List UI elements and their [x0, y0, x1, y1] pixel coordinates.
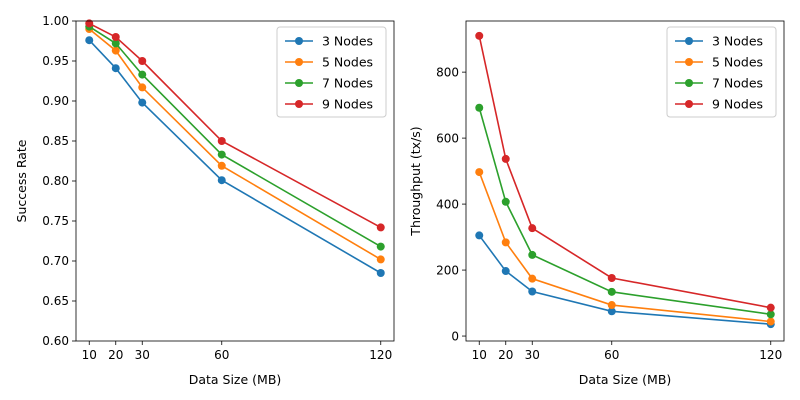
x-axis-label: Data Size (MB) — [189, 372, 282, 387]
throughput-series-0-point — [475, 231, 484, 240]
success-series-1-point — [111, 46, 120, 55]
success-rate-plot: 0.60 0.65 0.70 0.75 0.80 0.85 0.90 0.95 1.00 10 20… — [14, 14, 395, 387]
y-tick-label: 0.90 — [42, 94, 69, 108]
legend-marker — [685, 37, 693, 45]
legend: 3 Nodes 5 Nodes 7 Nodes 9 Nodes — [666, 26, 777, 118]
success-series-2-point — [217, 150, 226, 159]
success-series-1-point — [217, 161, 226, 170]
y-tick-label: 400 — [436, 197, 459, 211]
throughput-plot: 0 200 400 600 800 10 20 30 60 120 Data Size (MB) Th… — [408, 20, 785, 387]
y-tick-label: 200 — [436, 263, 459, 277]
x-tick-label: 20 — [498, 348, 513, 362]
x-tick-label: 20 — [108, 348, 123, 362]
success-series-1-point — [376, 255, 385, 264]
legend-box — [276, 26, 387, 118]
legend-marker — [295, 79, 303, 87]
throughput-series-2-point — [607, 287, 616, 296]
throughput-series-2-point — [766, 310, 775, 319]
legend-label: 5 Nodes — [322, 55, 373, 70]
y-tick-label: 0.80 — [42, 174, 69, 188]
throughput-series-0-point — [528, 287, 537, 296]
y-tick-label: 800 — [436, 65, 459, 79]
throughput-series-3-point — [501, 154, 510, 163]
legend-label: 5 Nodes — [712, 55, 763, 70]
success-series-0-point — [217, 176, 226, 185]
throughput-series-3-point — [475, 31, 484, 40]
x-tick-label: 60 — [604, 348, 619, 362]
x-tick-label: 10 — [472, 348, 487, 362]
axes-frame — [75, 20, 395, 342]
success-series-2-point — [138, 70, 147, 79]
legend-label: 3 Nodes — [322, 34, 373, 49]
x-tick-label: 120 — [759, 348, 782, 362]
x-tick-label: 30 — [135, 348, 150, 362]
legend-box — [666, 26, 777, 118]
success-series-3-point — [138, 57, 147, 65]
x-tick-label: 10 — [82, 348, 97, 362]
legend-label: 7 Nodes — [322, 76, 373, 91]
x-tick-label: 60 — [214, 348, 229, 362]
y-tick-label: 0.95 — [42, 54, 69, 68]
legend-label: 3 Nodes — [712, 34, 763, 49]
y-tick-label: 0.70 — [42, 254, 69, 268]
success-series-0-point — [138, 98, 147, 107]
throughput-series-1-point — [528, 274, 537, 283]
y-tick-label: 0 — [451, 329, 459, 343]
throughput-series-1-point — [501, 238, 510, 247]
y-axis-label: Success Rate — [14, 139, 29, 222]
throughput-series-2-point — [501, 197, 510, 206]
y-axis-label: Throughput (tx/s) — [408, 126, 423, 236]
success-series-3-point — [376, 223, 385, 232]
legend-marker — [295, 58, 303, 66]
throughput-series-1-point — [607, 301, 616, 310]
throughput-series-1-point — [766, 317, 775, 326]
y-tick-label: 0.85 — [42, 134, 69, 148]
throughput-series-2-point — [528, 250, 537, 259]
legend-marker — [295, 100, 303, 108]
y-tick-label: 0.65 — [42, 294, 69, 308]
y-tick-label: 0.75 — [42, 214, 69, 228]
legend-label: 9 Nodes — [322, 97, 373, 112]
legend-marker — [685, 58, 693, 66]
y-tick-label: 0.60 — [42, 334, 69, 348]
axes-frame — [465, 20, 785, 342]
throughput-series-0-point — [607, 307, 616, 316]
success-series-0-point — [376, 269, 385, 277]
throughput-series-line-2 — [478, 107, 771, 316]
success-series-2-point — [111, 39, 120, 48]
legend: 3 Nodes 5 Nodes 7 Nodes 9 Nodes — [276, 26, 387, 118]
throughput-series-3-point — [528, 224, 537, 233]
legend-marker — [685, 79, 693, 87]
success-series-2-point — [376, 242, 385, 251]
legend-label: 7 Nodes — [712, 76, 763, 91]
throughput-series-2-point — [475, 103, 484, 112]
success-series-3-point — [217, 137, 226, 145]
x-axis-label: Data Size (MB) — [579, 372, 672, 387]
legend-marker — [685, 100, 693, 108]
success-series-0-point — [111, 64, 120, 73]
y-tick-label: 600 — [436, 131, 459, 145]
y-tick-label: 1.00 — [42, 14, 69, 28]
throughput-series-1-point — [475, 168, 484, 177]
legend-label: 9 Nodes — [712, 97, 763, 112]
throughput-series-0-point — [501, 267, 510, 276]
x-tick-label: 120 — [369, 348, 392, 362]
x-tick-label: 30 — [525, 348, 540, 362]
throughput-series-3-point — [766, 303, 775, 312]
success-series-0-point — [85, 36, 94, 45]
throughput-series-3-point — [607, 273, 616, 282]
legend-marker — [295, 37, 303, 45]
success-series-1-point — [138, 83, 147, 92]
success-series-3-point — [111, 33, 120, 41]
